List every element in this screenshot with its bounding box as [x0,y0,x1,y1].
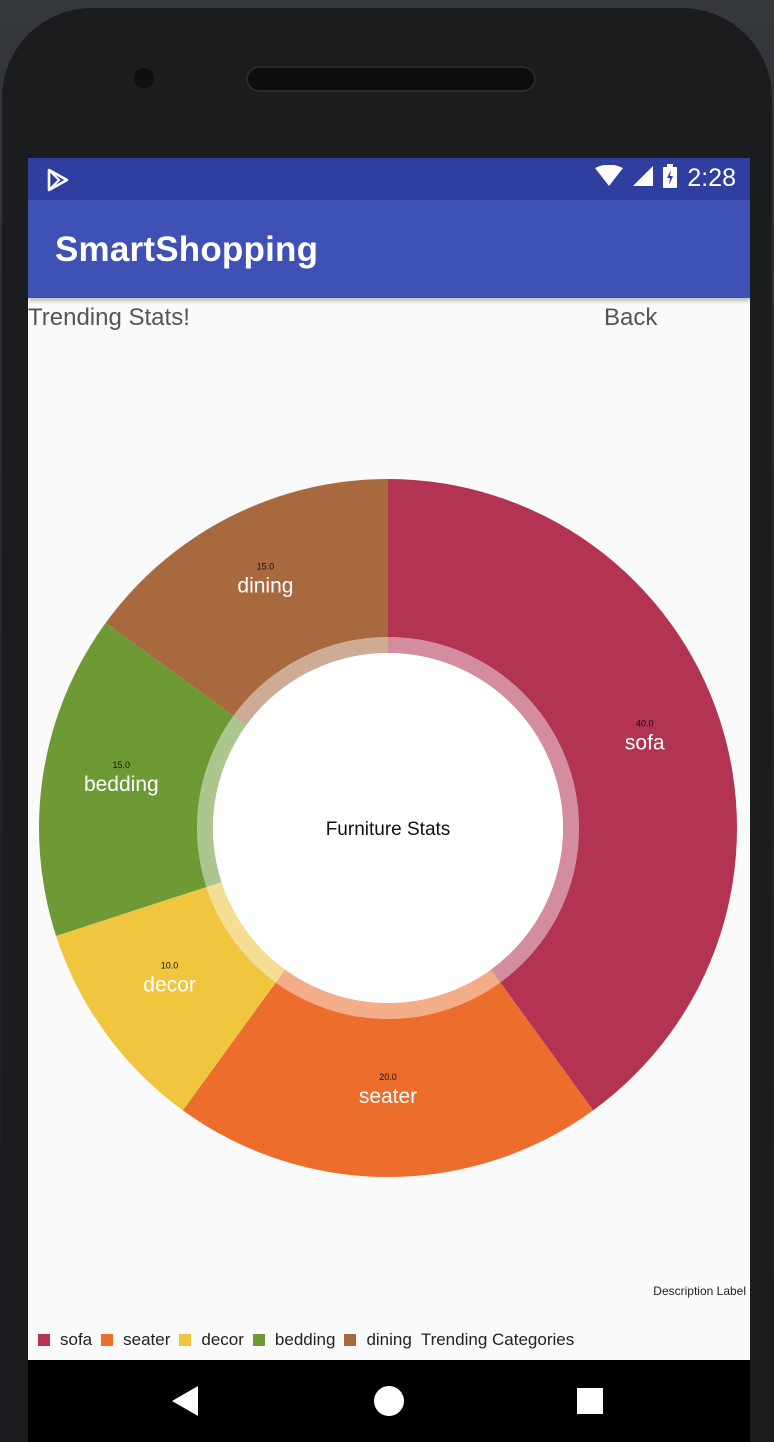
ring-sofa [388,637,579,983]
legend-swatch [252,1334,265,1346]
slice-label-decor: decor [143,974,196,997]
legend-item-decor: decor [179,1330,244,1350]
donut-hole [213,653,563,1003]
signal-icon [633,166,654,191]
nav-home-icon[interactable] [374,1386,404,1416]
legend-title: Trending Categories [420,1330,575,1349]
battery-icon [663,164,678,193]
slice-dining[interactable] [105,479,388,716]
front-camera [134,68,154,88]
legend-label: seater [123,1330,171,1349]
chart-legend: sofa seater decor bedding dining Trending Cat… [38,1330,574,1350]
legend-label: dining [366,1330,412,1349]
ring-decor [206,882,286,983]
status-time: 2:28 [687,164,736,192]
slice-label-dining: dining [237,574,293,597]
app-screen: 2:28 SmartShopping Trending Stats! Back … [28,158,750,1442]
app-title: SmartShopping [55,230,319,269]
slice-bedding[interactable] [39,622,234,936]
legend-swatch [344,1334,357,1346]
value-label-decor: 10.0 [161,961,179,971]
legend-label: sofa [60,1330,93,1349]
slice-decor[interactable] [56,887,276,1111]
donut-chart[interactable]: 40.0 sofa 20.0 seater 10.0 decor 15.0 bedding 15… [28,158,750,1358]
legend-item-bedding: bedding [252,1330,336,1350]
legend-item-dining: dining [344,1330,412,1350]
slice-label-sofa: sofa [625,732,665,755]
legend-label: decor [201,1330,244,1349]
legend-swatch [38,1334,50,1346]
center-text: Furniture Stats [326,819,451,840]
chart-description: Description Label [653,1284,746,1298]
nav-recents-icon[interactable] [577,1388,603,1414]
slice-seater[interactable] [182,982,594,1177]
legend-item-sofa: sofa [38,1330,92,1350]
legend-item-seater: seater [101,1330,170,1350]
play-store-icon [46,168,70,197]
page-title: Trending Stats! [28,304,190,331]
legend-swatch [179,1334,192,1346]
value-label-sofa: 40.0 [636,719,654,729]
status-bar: 2:28 [28,158,750,200]
ring-dining [233,637,388,726]
slice-sofa[interactable] [388,479,737,1111]
earpiece-speaker [246,66,536,92]
legend-swatch [101,1334,114,1346]
ring-bedding [197,715,247,888]
value-label-bedding: 15.0 [113,760,131,770]
slice-label-bedding: bedding [84,773,159,796]
ring-seater [275,969,501,1019]
wifi-icon [595,164,624,192]
value-label-seater: 20.0 [379,1072,397,1082]
legend-label: bedding [274,1330,336,1349]
app-bar: SmartShopping [28,200,750,298]
back-button[interactable]: Back [604,304,658,331]
navigation-bar [28,1360,750,1442]
slice-label-seater: seater [359,1085,417,1108]
nav-back-icon[interactable] [172,1386,198,1421]
value-label-dining: 15.0 [257,561,275,571]
